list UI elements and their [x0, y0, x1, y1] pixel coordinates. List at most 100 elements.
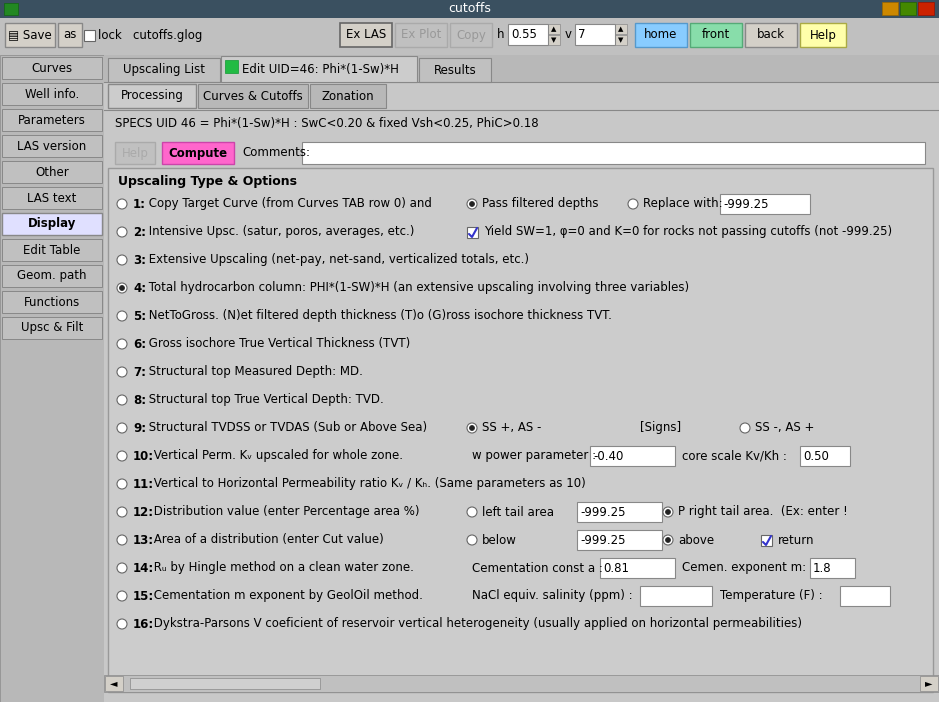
Text: 11:: 11:	[133, 477, 154, 491]
Text: 1.8: 1.8	[813, 562, 832, 574]
Text: Vertical to Horizontal Permeability ratio Kᵥ / Kₕ. (Same parameters as 10): Vertical to Horizontal Permeability rati…	[150, 477, 586, 491]
Text: Upscaling List: Upscaling List	[123, 63, 205, 77]
Text: Gross isochore True Vertical Thickness (TVT): Gross isochore True Vertical Thickness (…	[145, 338, 409, 350]
Circle shape	[119, 286, 125, 291]
Bar	[58, 23, 82, 47]
Text: Cementation m exponent by GeolOil method.: Cementation m exponent by GeolOil method…	[150, 590, 423, 602]
Bar	[0, 0, 939, 18]
Text: Results: Results	[434, 63, 476, 77]
Text: Zonation: Zonation	[322, 89, 375, 102]
Bar	[800, 23, 846, 47]
Bar	[575, 24, 615, 45]
Text: Pass filtered depths: Pass filtered depths	[482, 197, 598, 211]
Bar	[84, 30, 95, 41]
Circle shape	[117, 507, 127, 517]
Text: Edit UID=46: Phi*(1-Sw)*H: Edit UID=46: Phi*(1-Sw)*H	[241, 62, 398, 76]
Bar	[302, 142, 925, 164]
Text: return: return	[778, 534, 814, 546]
Bar	[577, 502, 662, 522]
Text: -999.25: -999.25	[580, 534, 625, 546]
Text: 12:: 12:	[133, 505, 154, 519]
Circle shape	[117, 535, 127, 545]
Bar	[2, 265, 102, 287]
Text: above: above	[678, 534, 715, 546]
Text: Cementation const a :: Cementation const a :	[472, 562, 603, 574]
Text: Ex Plot: Ex Plot	[401, 29, 441, 41]
Circle shape	[117, 423, 127, 433]
Text: Structural top True Vertical Depth: TVD.: Structural top True Vertical Depth: TVD.	[145, 394, 383, 406]
Bar	[108, 58, 220, 82]
Text: 4:: 4:	[133, 282, 146, 295]
Text: 1:: 1:	[133, 197, 146, 211]
Text: P right tail area.  (Ex: enter !: P right tail area. (Ex: enter !	[678, 505, 848, 519]
Text: ▲: ▲	[618, 26, 623, 32]
Text: 16:: 16:	[133, 618, 154, 630]
Bar	[395, 23, 447, 47]
Bar	[340, 23, 392, 47]
Bar	[720, 194, 810, 214]
Text: ▼: ▼	[551, 37, 557, 43]
Text: 0.50: 0.50	[803, 449, 829, 463]
Bar	[104, 55, 939, 702]
Bar	[115, 142, 155, 164]
Text: Geom. path: Geom. path	[17, 270, 86, 282]
Circle shape	[467, 423, 477, 433]
Bar	[2, 213, 102, 235]
Text: 3:: 3:	[133, 253, 146, 267]
Text: Help: Help	[809, 29, 837, 41]
Text: cutoffs: cutoffs	[449, 3, 491, 15]
Text: 0.81: 0.81	[603, 562, 629, 574]
Bar	[310, 84, 386, 108]
Text: Comments:: Comments:	[242, 147, 310, 159]
Bar	[761, 535, 772, 546]
Text: Dykstra-Parsons V coeficient of reservoir vertical heterogeneity (usually applie: Dykstra-Parsons V coeficient of reservoi…	[150, 618, 803, 630]
Bar	[690, 23, 742, 47]
Circle shape	[666, 510, 670, 515]
Bar	[2, 83, 102, 105]
Bar	[548, 35, 560, 45]
Bar	[4, 3, 18, 15]
Text: ▲: ▲	[551, 26, 557, 32]
Text: ◄: ◄	[110, 678, 117, 688]
Circle shape	[117, 563, 127, 573]
Text: LAS version: LAS version	[18, 140, 86, 152]
Text: 5:: 5:	[133, 310, 146, 322]
Bar	[108, 168, 933, 692]
Bar	[2, 239, 102, 261]
Circle shape	[117, 591, 127, 601]
Text: -999.25: -999.25	[580, 505, 625, 519]
Bar	[2, 291, 102, 313]
Text: Temperature (F) :: Temperature (F) :	[720, 590, 823, 602]
Bar	[2, 187, 102, 209]
Circle shape	[467, 199, 477, 209]
Bar	[600, 558, 675, 578]
Text: w power parameter :: w power parameter :	[472, 449, 596, 463]
Text: [Signs]: [Signs]	[640, 421, 681, 435]
Circle shape	[663, 507, 673, 517]
Bar	[900, 2, 916, 15]
Bar	[508, 24, 548, 45]
Text: as: as	[63, 29, 77, 41]
Text: Upsc & Filt: Upsc & Filt	[21, 322, 84, 334]
Bar	[920, 676, 938, 691]
Bar	[130, 678, 320, 689]
Text: NaCl equiv. salinity (ppm) :: NaCl equiv. salinity (ppm) :	[472, 590, 633, 602]
Text: Yield SW=1, φ=0 and K=0 for rocks not passing cutoffs (not -999.25): Yield SW=1, φ=0 and K=0 for rocks not pa…	[484, 225, 892, 239]
Bar	[0, 18, 939, 55]
Text: lock   cutoffs.glog: lock cutoffs.glog	[98, 29, 203, 41]
Bar	[2, 135, 102, 157]
Circle shape	[117, 479, 127, 489]
Bar	[2, 161, 102, 183]
Circle shape	[117, 199, 127, 209]
Text: ►: ►	[925, 678, 932, 688]
Text: Rᵤ by Hingle method on a clean water zone.: Rᵤ by Hingle method on a clean water zon…	[150, 562, 414, 574]
Bar	[104, 55, 939, 82]
Circle shape	[470, 201, 474, 206]
Text: Functions: Functions	[23, 296, 80, 308]
Bar	[640, 586, 712, 606]
Text: -999.25: -999.25	[723, 197, 768, 211]
Circle shape	[117, 339, 127, 349]
Circle shape	[117, 451, 127, 461]
Bar	[2, 317, 102, 339]
Text: Processing: Processing	[120, 89, 183, 102]
